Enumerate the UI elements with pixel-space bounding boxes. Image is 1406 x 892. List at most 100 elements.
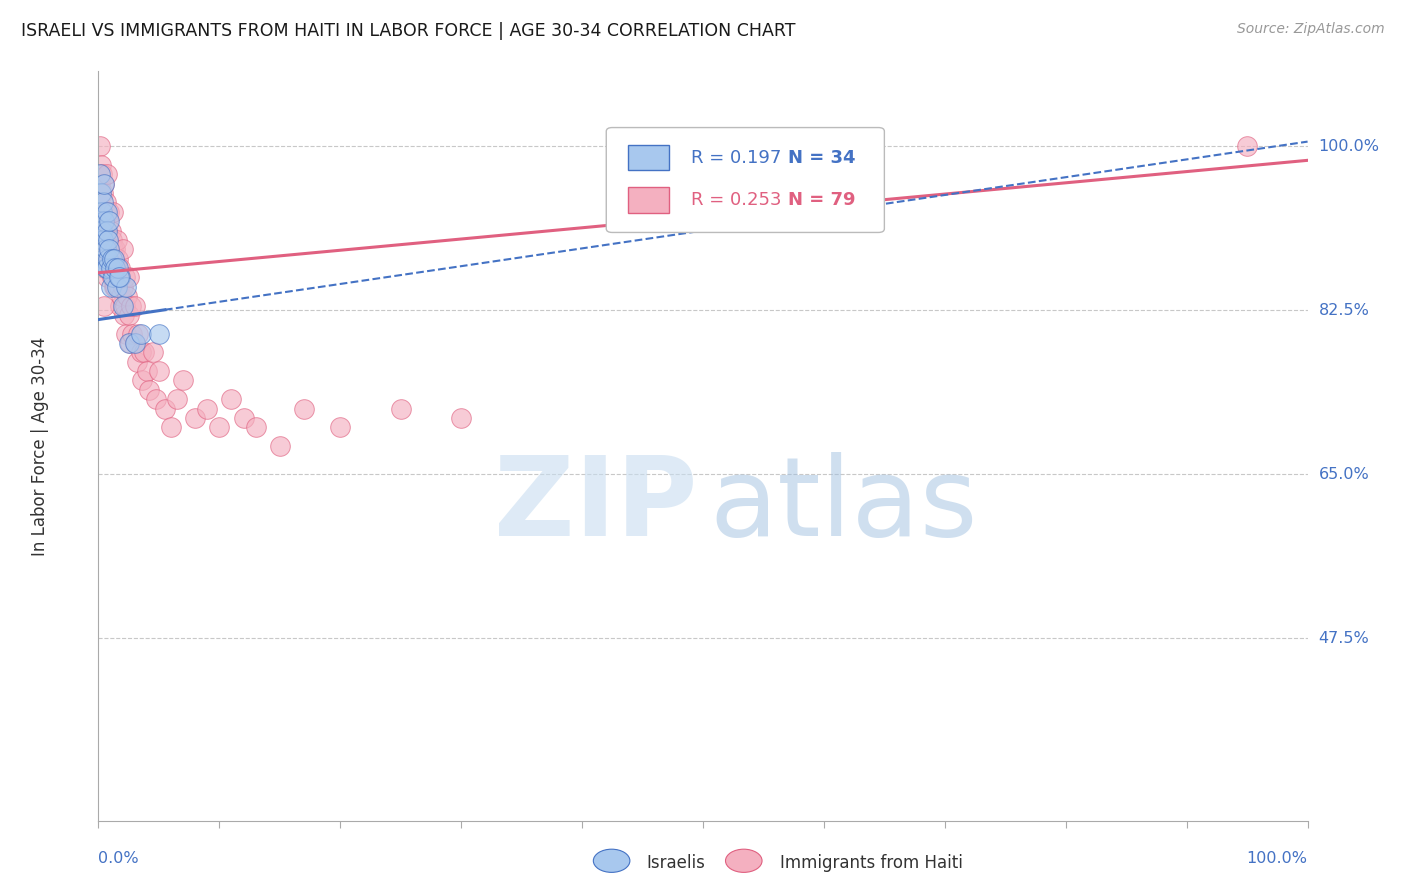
Point [118, 270, 141, 285]
Point [100, 233, 122, 247]
Point [98, 205, 121, 219]
Point [93, 261, 115, 276]
Point [112, 308, 135, 322]
Point [118, 336, 141, 351]
Point [91, 233, 114, 247]
Text: In Labor Force | Age 30-34: In Labor Force | Age 30-34 [31, 336, 49, 556]
Point [292, 401, 315, 416]
Circle shape [593, 849, 630, 872]
Point [96, 270, 118, 285]
Point [108, 280, 131, 294]
Point [389, 401, 412, 416]
Point [94, 243, 117, 257]
Point [148, 326, 170, 341]
Point [93, 177, 115, 191]
Point [89, 168, 111, 182]
Circle shape [725, 849, 762, 872]
Point [121, 326, 143, 341]
Point [142, 345, 165, 359]
Point [108, 261, 131, 276]
Point [134, 345, 156, 359]
Text: ISRAELI VS IMMIGRANTS FROM HAITI IN LABOR FORCE | AGE 30-34 CORRELATION CHART: ISRAELI VS IMMIGRANTS FROM HAITI IN LABO… [21, 22, 796, 40]
Point [127, 355, 149, 369]
Text: Israelis: Israelis [647, 855, 706, 872]
Point [103, 280, 125, 294]
Point [329, 420, 352, 434]
Text: atlas: atlas [709, 452, 977, 559]
Point [232, 411, 254, 425]
Point [131, 374, 153, 388]
Point [107, 261, 129, 276]
Point [153, 401, 176, 416]
Point [110, 289, 132, 303]
Point [90, 205, 112, 219]
Point [104, 243, 127, 257]
Point [145, 392, 167, 407]
Point [90, 186, 112, 201]
FancyBboxPatch shape [628, 145, 669, 170]
Point [172, 374, 194, 388]
Point [94, 243, 117, 257]
Text: N = 34: N = 34 [787, 149, 855, 167]
Point [245, 420, 267, 434]
Point [94, 261, 117, 276]
Point [96, 224, 118, 238]
Point [184, 411, 207, 425]
Point [269, 439, 291, 453]
Point [94, 195, 117, 210]
Point [91, 205, 114, 219]
Point [97, 243, 120, 257]
Point [103, 252, 125, 266]
Point [104, 280, 127, 294]
Point [124, 336, 146, 351]
Point [97, 233, 120, 247]
Point [91, 195, 114, 210]
Point [1236, 139, 1258, 153]
Point [100, 224, 122, 238]
Text: 0.0%: 0.0% [98, 851, 139, 866]
Point [93, 177, 115, 191]
Point [118, 308, 141, 322]
Point [111, 299, 134, 313]
Point [108, 270, 131, 285]
Point [93, 252, 115, 266]
Point [96, 261, 118, 276]
Text: Immigrants from Haiti: Immigrants from Haiti [780, 855, 963, 872]
Point [166, 392, 188, 407]
Point [195, 401, 218, 416]
Text: ZIP: ZIP [494, 452, 697, 559]
Point [115, 326, 138, 341]
Point [208, 420, 231, 434]
Text: 100.0%: 100.0% [1319, 139, 1379, 153]
Point [135, 364, 157, 378]
Point [111, 243, 134, 257]
Point [91, 168, 114, 182]
Text: 100.0%: 100.0% [1247, 851, 1308, 866]
Point [120, 299, 142, 313]
Point [105, 280, 128, 294]
Point [100, 270, 122, 285]
Point [105, 261, 128, 276]
Point [127, 326, 149, 341]
Text: N = 79: N = 79 [787, 191, 855, 210]
Point [89, 177, 111, 191]
Point [114, 299, 136, 313]
Point [98, 243, 121, 257]
Point [108, 299, 131, 313]
Text: 82.5%: 82.5% [1319, 302, 1369, 318]
Point [100, 261, 122, 276]
Point [89, 139, 111, 153]
Point [96, 205, 118, 219]
Point [101, 205, 124, 219]
Point [221, 392, 243, 407]
Point [101, 243, 124, 257]
Point [115, 280, 138, 294]
Point [100, 280, 122, 294]
Point [94, 205, 117, 219]
Point [91, 224, 114, 238]
Point [104, 261, 127, 276]
Point [100, 252, 122, 266]
Point [97, 252, 120, 266]
Point [100, 261, 122, 276]
Text: 47.5%: 47.5% [1319, 631, 1369, 646]
